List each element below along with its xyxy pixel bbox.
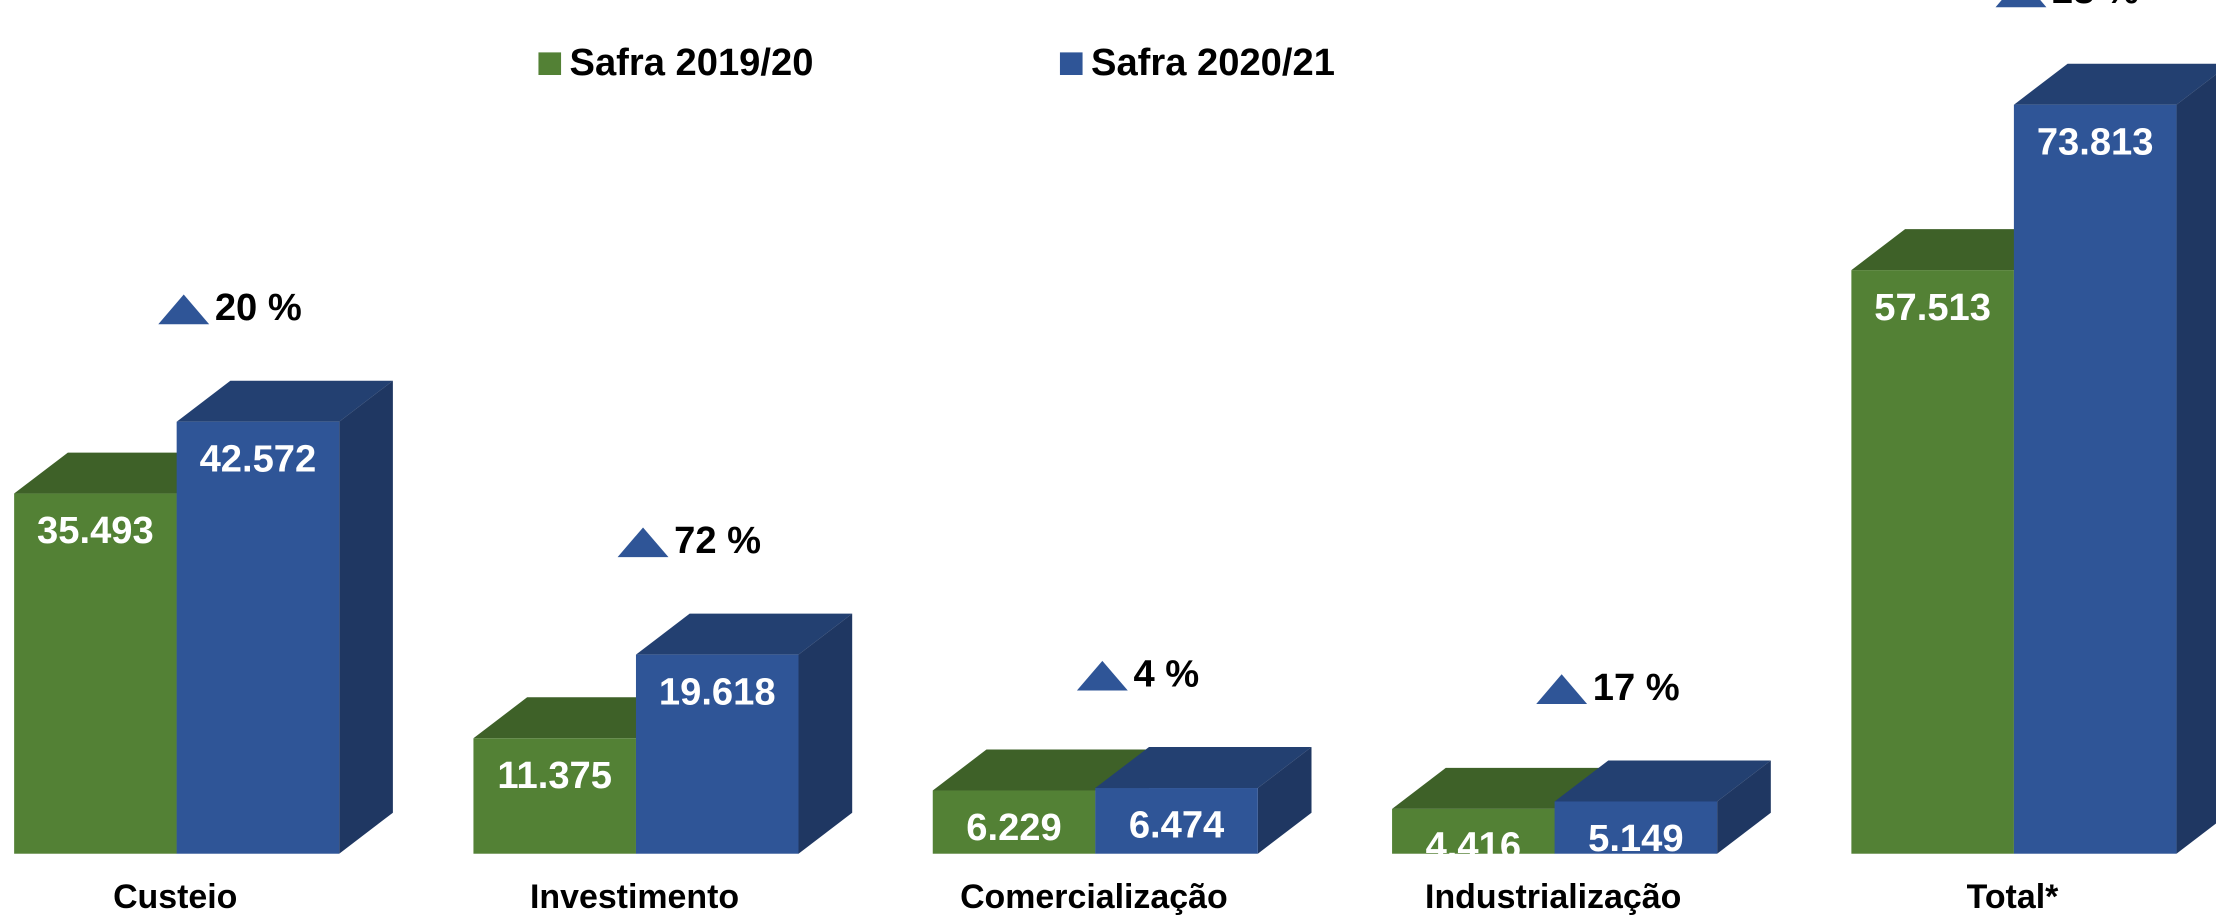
bar-top [2013,63,2216,105]
change-label: 17 % [1593,666,1680,709]
bar [176,421,340,854]
bar-side [339,380,393,854]
bar-top [1095,747,1312,789]
bar [1392,808,1555,854]
change-arrow [1076,660,1128,691]
bar-top [1392,767,1609,809]
bar-top [635,613,853,655]
change-label: 28 % [2052,0,2139,12]
value-label: 19.618 [659,670,776,713]
bar [1095,788,1258,854]
change-arrow [617,527,669,558]
category-label: Total* [1967,878,2059,916]
bar-side [1257,747,1312,854]
bar [932,790,1096,854]
bar-top [176,380,393,422]
category-label: Investimento [530,878,739,916]
bar-top [14,452,231,494]
value-label: 57.513 [1874,286,1991,329]
change-label: 20 % [215,286,302,329]
change-label: 72 % [674,519,761,562]
bar-side [2176,74,2216,854]
bar-side [1717,760,1771,854]
category-label: Custeio [113,878,237,916]
bar-top [473,697,690,739]
bar-top [1851,229,2068,271]
value-label: 6.474 [1129,804,1224,847]
legend-swatch [1059,52,1083,76]
legend-label: Safra 2019/20 [570,41,814,84]
category-label: Industrialização [1425,878,1681,916]
value-label: 5.149 [1588,817,1683,860]
bar-side [798,613,853,854]
bar [14,493,177,854]
bar [473,738,636,854]
legend-swatch [538,52,562,76]
bar [1851,270,2014,854]
bar [635,654,799,854]
category-label: Comercialização [960,878,1228,916]
change-arrow [1995,0,2047,8]
value-label: 42.572 [200,437,317,480]
change-arrow [1536,674,1588,704]
value-label: 4.416 [1426,825,1521,868]
bar [2013,104,2177,854]
legend-label: Safra 2020/21 [1091,41,1335,84]
bar [1554,801,1718,854]
change-label: 4 % [1133,652,1199,695]
value-label: 73.813 [2037,120,2154,163]
change-arrow [158,294,210,325]
value-label: 6.229 [966,806,1061,849]
value-label: 11.375 [497,754,612,797]
bar-top [1554,760,1771,802]
value-label: 35.493 [37,509,154,552]
bar-top [932,749,1149,791]
